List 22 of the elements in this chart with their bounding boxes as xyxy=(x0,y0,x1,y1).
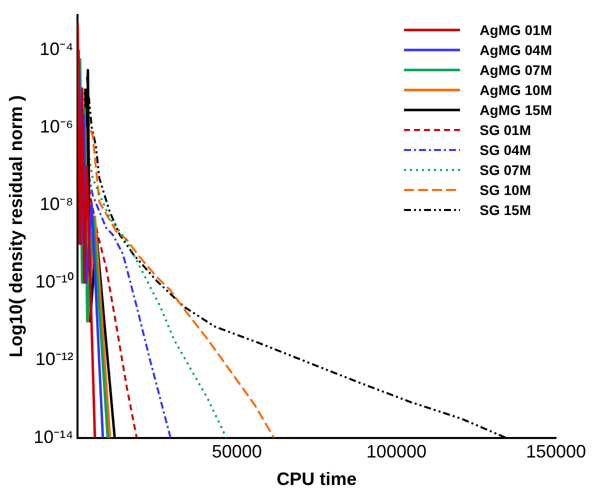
legend-label: AgMG 10M xyxy=(480,82,552,98)
y-tick-label: 10⁻⁴ xyxy=(40,38,74,59)
legend-label: AgMG 01M xyxy=(480,22,552,38)
legend-label: AgMG 15M xyxy=(480,102,552,118)
y-tick-label: 10⁻¹² xyxy=(35,349,74,370)
y-tick-label: 10⁻¹⁴ xyxy=(34,426,74,447)
x-axis-title: CPU time xyxy=(276,469,357,490)
x-tick-label: 150000 xyxy=(526,442,586,462)
legend-label: SG 15M xyxy=(480,202,532,218)
legend-label: SG 04M xyxy=(480,142,532,158)
y-tick-label: 10⁻⁶ xyxy=(40,116,74,136)
line-series xyxy=(82,91,228,438)
y-axis-title: Log10( density residual norm ) xyxy=(6,95,26,358)
y-tick-label: 10⁻⁸ xyxy=(40,194,74,214)
legend-label: SG 07M xyxy=(480,162,532,178)
x-tick-label: 50000 xyxy=(212,442,262,462)
x-tick-label: 100000 xyxy=(366,442,426,462)
y-tick-label: 10⁻¹⁰ xyxy=(35,272,74,292)
legend-label: AgMG 07M xyxy=(480,62,552,78)
legend-label: SG 10M xyxy=(480,182,532,198)
legend-label: AgMG 04M xyxy=(480,42,552,58)
legend-label: SG 01M xyxy=(480,122,532,138)
